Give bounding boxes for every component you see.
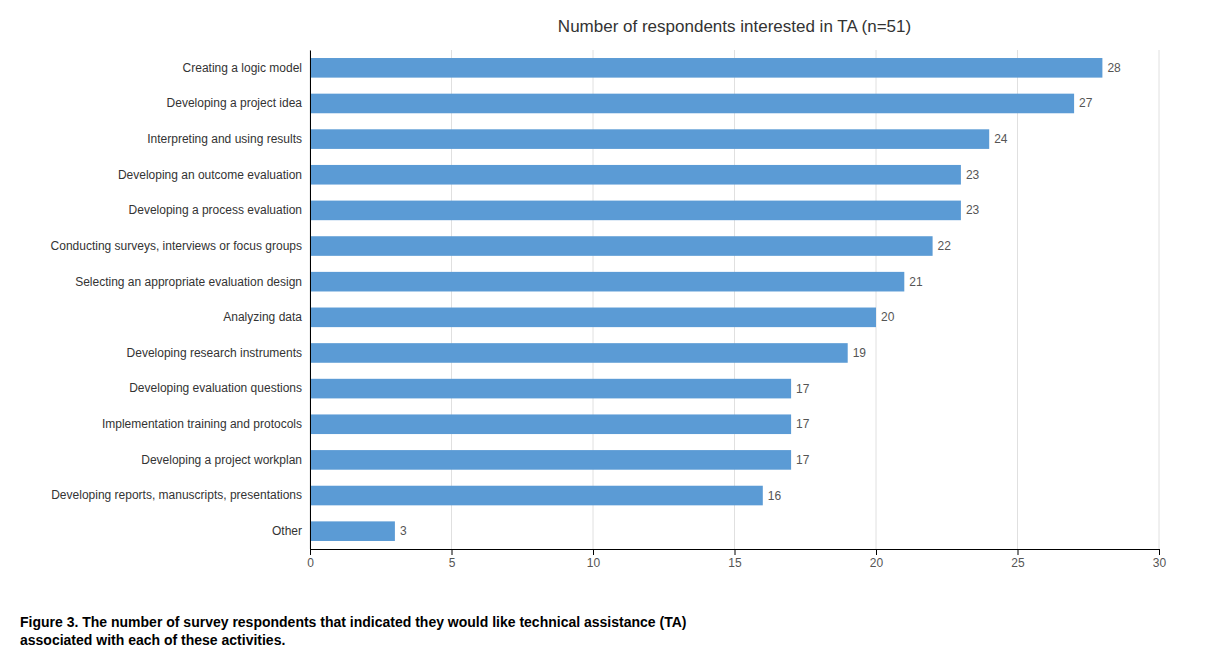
data-label: 22 (938, 239, 952, 253)
chart-svg: 0 5 10 15 20 25 30 Other Developing reports, man… (0, 0, 1209, 659)
tick-label: 10 (587, 556, 601, 570)
tick: Other (272, 524, 310, 538)
bar (310, 414, 791, 434)
tick: Creating a logic model (183, 61, 310, 75)
tick-mark (593, 549, 594, 555)
bar (310, 308, 876, 328)
tick: Conducting surveys, interviews or focus … (51, 239, 310, 253)
data-label: 17 (796, 453, 810, 467)
tick-mark (735, 549, 736, 555)
category-label: Other (272, 524, 302, 538)
tick-label: 5 (449, 556, 456, 570)
tick-label: 0 (307, 556, 314, 570)
grid (310, 50, 1159, 549)
axis-line (310, 51, 311, 550)
tick: Developing a process evaluation (129, 203, 310, 217)
data-label: 16 (768, 489, 782, 503)
tick: Developing research instruments (127, 346, 310, 360)
data-labels: 3 16 17 17 17 19 20 21 22 23 23 24 27 28 (400, 61, 1121, 538)
grid-line (734, 50, 735, 549)
data-label: 17 (796, 417, 810, 431)
grid-line (310, 50, 311, 549)
grid-line (876, 50, 877, 549)
bar (310, 343, 848, 363)
tick: Selecting an appropriate evaluation desi… (75, 275, 310, 289)
tick: 5 (449, 549, 456, 570)
plot-area: 0 5 10 15 20 25 30 Other Developing reports, man… (51, 50, 1167, 570)
tick-label: 15 (728, 556, 742, 570)
bar (310, 272, 904, 292)
bar (310, 450, 791, 470)
data-label: 24 (994, 132, 1008, 146)
bar (310, 129, 989, 149)
tick-label: 20 (870, 556, 884, 570)
grid-line (1017, 50, 1018, 549)
tick: Developing an outcome evaluation (118, 168, 310, 182)
data-label: 21 (909, 275, 923, 289)
title: Number of respondents interested in TA (… (558, 17, 911, 36)
tick-label: 30 (1153, 556, 1167, 570)
caption: associated with each of these activities… (20, 632, 285, 648)
tick-mark (1018, 549, 1019, 555)
grid-line (1159, 50, 1160, 549)
data-label: 23 (966, 168, 980, 182)
bar (310, 201, 961, 221)
tick: Implementation training and protocols (102, 417, 310, 431)
axis-line (311, 550, 1160, 556)
data-label: 17 (796, 382, 810, 396)
bar (310, 94, 1074, 114)
tick-mark (876, 549, 877, 555)
tick: 20 (870, 549, 884, 570)
grid-line (451, 50, 452, 549)
bar (310, 58, 1102, 78)
caption: Figure 3. The number of survey responden… (20, 614, 686, 630)
tick: Analyzing data (223, 310, 310, 324)
category-label: Developing an outcome evaluation (118, 168, 302, 182)
tick-label: 25 (1011, 556, 1025, 570)
bar (310, 379, 791, 399)
bar (310, 486, 763, 506)
tick: 30 (1153, 549, 1167, 570)
tick: 25 (1011, 549, 1025, 570)
tick-mark (1159, 549, 1160, 555)
tick: Developing a project idea (167, 96, 310, 110)
bar (310, 236, 933, 256)
category-label: Developing evaluation questions (129, 381, 302, 395)
bar (310, 521, 395, 541)
category-label: Developing a project idea (167, 96, 303, 110)
category-label: Implementation training and protocols (102, 417, 302, 431)
tick: Developing reports, manuscripts, present… (51, 488, 310, 502)
tick: Developing a project workplan (141, 453, 310, 467)
category-label: Developing a process evaluation (129, 203, 302, 217)
y-axis: Other Developing reports, manuscripts, pr… (51, 51, 311, 550)
category-label: Developing research instruments (127, 346, 302, 360)
tick: Developing evaluation questions (129, 381, 310, 395)
tick: Interpreting and using results (147, 132, 310, 146)
tick-mark (310, 549, 311, 555)
tick: 15 (728, 549, 742, 570)
data-label: 28 (1107, 61, 1121, 75)
data-label: 20 (881, 310, 895, 324)
tick-mark (452, 549, 453, 555)
category-label: Selecting an appropriate evaluation desi… (75, 275, 302, 289)
x-axis: 0 5 10 15 20 25 30 (307, 549, 1166, 570)
bars (310, 58, 1102, 541)
data-label: 27 (1079, 96, 1093, 110)
category-label: Conducting surveys, interviews or focus … (51, 239, 302, 253)
category-label: Interpreting and using results (147, 132, 302, 146)
category-label: Developing reports, manuscripts, present… (51, 488, 302, 502)
tick: 0 (307, 549, 314, 570)
tick: 10 (587, 549, 601, 570)
data-label: 23 (966, 203, 980, 217)
data-label: 3 (400, 524, 407, 538)
grid-line (593, 50, 594, 549)
data-label: 19 (853, 346, 867, 360)
bar (310, 165, 961, 185)
category-label: Analyzing data (223, 310, 302, 324)
category-label: Developing a project workplan (141, 453, 302, 467)
category-label: Creating a logic model (183, 61, 302, 75)
